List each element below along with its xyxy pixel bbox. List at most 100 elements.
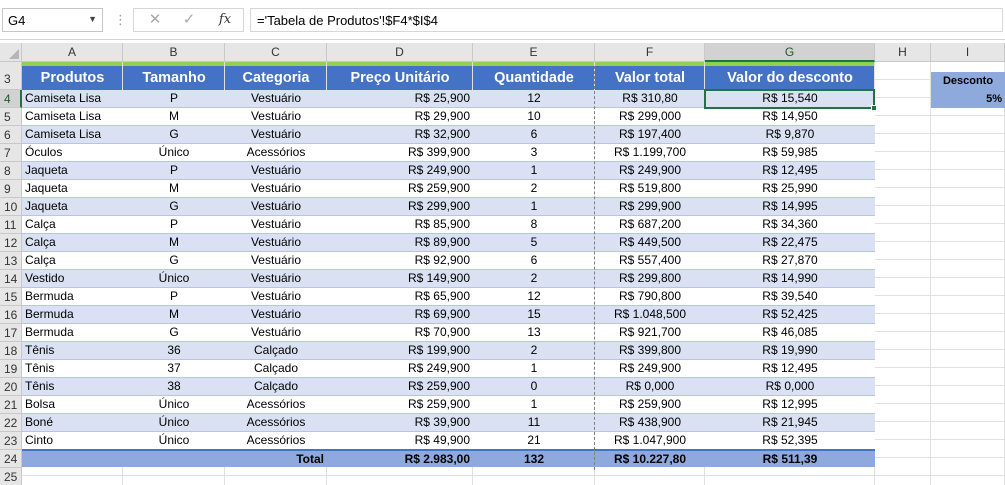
table-cell[interactable]: R$ 299,800 bbox=[618, 271, 682, 285]
table-cell[interactable]: G bbox=[169, 127, 179, 141]
table-cell[interactable]: Bermuda bbox=[25, 289, 74, 303]
table-cell[interactable]: R$ 59,985 bbox=[762, 145, 818, 159]
table-cell[interactable]: M bbox=[169, 181, 179, 195]
column-header-g[interactable]: G bbox=[705, 43, 875, 62]
table-cell[interactable]: R$ 29,900 bbox=[414, 109, 470, 123]
table-cell[interactable]: R$ 65,900 bbox=[414, 289, 470, 303]
table-cell[interactable]: R$ 1.199,700 bbox=[613, 145, 687, 159]
table-cell[interactable]: R$ 22,475 bbox=[762, 235, 818, 249]
table-cell[interactable]: 10 bbox=[527, 109, 541, 123]
table-cell[interactable]: Calça bbox=[25, 253, 56, 267]
table-cell[interactable]: Único bbox=[158, 397, 190, 411]
total-valor-total[interactable]: R$ 10.227,80 bbox=[613, 452, 687, 466]
table-cell[interactable]: R$ 519,800 bbox=[618, 181, 682, 195]
table-cell[interactable]: Vestuário bbox=[250, 253, 302, 267]
table-cell[interactable]: 6 bbox=[530, 127, 538, 141]
table-cell[interactable]: Acessórios bbox=[246, 433, 306, 447]
formula-input[interactable]: ='Tabela de Produtos'!$F4*$I$4 bbox=[250, 8, 1003, 32]
table-cell[interactable]: 8 bbox=[530, 217, 538, 231]
table-cell[interactable]: 1 bbox=[530, 361, 538, 375]
row-header-22[interactable]: 22 bbox=[0, 414, 22, 432]
worksheet[interactable]: Produtos Tamanho Categoria Preço Unitário Qu… bbox=[22, 62, 1005, 485]
column-header-e[interactable]: E bbox=[473, 43, 595, 62]
table-cell[interactable]: R$ 399,900 bbox=[407, 145, 470, 159]
table-cell[interactable]: P bbox=[169, 163, 178, 177]
table-cell[interactable]: Vestuário bbox=[250, 127, 302, 141]
table-cell[interactable]: R$ 46,085 bbox=[762, 325, 818, 339]
table-cell[interactable]: R$ 12,995 bbox=[762, 397, 818, 411]
total-preco[interactable]: R$ 2.983,00 bbox=[404, 452, 470, 466]
row-header-12[interactable]: 12 bbox=[0, 234, 22, 252]
table-cell[interactable]: Calçado bbox=[253, 361, 299, 375]
column-header-c[interactable]: C bbox=[225, 43, 327, 62]
table-cell[interactable]: R$ 249,900 bbox=[618, 361, 682, 375]
table-cell[interactable]: Boné bbox=[25, 415, 54, 429]
row-header-23[interactable]: 23 bbox=[0, 432, 22, 450]
table-cell[interactable]: 15 bbox=[527, 307, 541, 321]
table-cell[interactable]: R$ 199,900 bbox=[407, 343, 470, 357]
table-cell[interactable]: Vestuário bbox=[250, 271, 302, 285]
table-cell[interactable]: Calça bbox=[25, 235, 56, 249]
table-cell[interactable]: 2 bbox=[530, 271, 538, 285]
chevron-down-icon[interactable]: ▼ bbox=[88, 14, 97, 24]
table-cell[interactable]: R$ 25,900 bbox=[414, 91, 470, 105]
table-cell[interactable]: R$ 14,990 bbox=[762, 271, 818, 285]
table-cell[interactable]: R$ 790,800 bbox=[618, 289, 682, 303]
table-cell[interactable]: 2 bbox=[530, 181, 538, 195]
table-cell[interactable]: R$ 25,990 bbox=[762, 181, 818, 195]
table-cell[interactable]: R$ 557,400 bbox=[618, 253, 682, 267]
table-cell[interactable]: R$ 89,900 bbox=[414, 235, 470, 249]
table-cell[interactable]: Único bbox=[158, 433, 190, 447]
table-cell[interactable]: Calça bbox=[25, 217, 56, 231]
select-all-corner[interactable] bbox=[0, 43, 22, 62]
row-header-17[interactable]: 17 bbox=[0, 324, 22, 342]
column-header-h[interactable]: H bbox=[875, 43, 931, 62]
table-cell[interactable]: R$ 1.047,900 bbox=[613, 433, 687, 447]
table-cell[interactable]: R$ 92,900 bbox=[414, 253, 470, 267]
row-header-8[interactable]: 8 bbox=[0, 162, 22, 180]
table-cell[interactable]: P bbox=[169, 217, 178, 231]
table-cell[interactable]: 2 bbox=[530, 343, 538, 357]
row-header-19[interactable]: 19 bbox=[0, 360, 22, 378]
total-label[interactable]: Total bbox=[296, 452, 324, 466]
table-cell[interactable]: R$ 14,950 bbox=[762, 109, 818, 123]
table-cell[interactable]: R$ 39,900 bbox=[414, 415, 470, 429]
table-cell[interactable]: P bbox=[169, 91, 178, 105]
table-cell[interactable]: R$ 259,900 bbox=[618, 397, 682, 411]
table-cell[interactable]: 21 bbox=[527, 433, 541, 447]
table-cell[interactable]: Óculos bbox=[25, 145, 63, 159]
table-cell[interactable]: R$ 0,000 bbox=[625, 379, 675, 393]
cancel-icon[interactable]: ✕ bbox=[148, 11, 162, 28]
row-header-20[interactable]: 20 bbox=[0, 378, 22, 396]
column-header-i[interactable]: I bbox=[931, 43, 1005, 62]
table-cell[interactable]: Bolsa bbox=[25, 397, 56, 411]
row-header-25[interactable]: 25 bbox=[0, 468, 22, 485]
table-cell[interactable]: Vestuário bbox=[250, 217, 302, 231]
table-cell[interactable]: R$ 299,000 bbox=[618, 109, 682, 123]
table-cell[interactable]: Tênis bbox=[25, 343, 55, 357]
row-header-5[interactable]: 5 bbox=[0, 108, 22, 126]
table-cell[interactable]: 13 bbox=[527, 325, 541, 339]
table-cell[interactable]: R$ 449,500 bbox=[618, 235, 682, 249]
table-cell[interactable]: G bbox=[169, 199, 179, 213]
table-cell[interactable]: R$ 149,900 bbox=[407, 271, 470, 285]
table-cell[interactable]: R$ 32,900 bbox=[414, 127, 470, 141]
table-cell[interactable]: R$ 14,995 bbox=[762, 199, 818, 213]
table-cell[interactable]: Bermuda bbox=[25, 307, 74, 321]
table-cell[interactable]: R$ 49,900 bbox=[414, 433, 470, 447]
table-cell[interactable]: R$ 69,900 bbox=[414, 307, 470, 321]
table-cell[interactable]: Jaqueta bbox=[25, 163, 68, 177]
table-cell[interactable]: Acessórios bbox=[246, 415, 306, 429]
row-header-13[interactable]: 13 bbox=[0, 252, 22, 270]
table-cell[interactable]: Calçado bbox=[253, 343, 299, 357]
row-header-16[interactable]: 16 bbox=[0, 306, 22, 324]
table-cell[interactable]: R$ 197,400 bbox=[618, 127, 682, 141]
table-cell[interactable]: R$ 12,495 bbox=[762, 361, 818, 375]
table-cell[interactable]: Camiseta Lisa bbox=[25, 91, 102, 105]
table-cell[interactable]: Único bbox=[158, 271, 190, 285]
table-cell[interactable]: Tênis bbox=[25, 379, 55, 393]
table-cell[interactable]: P bbox=[169, 289, 178, 303]
table-cell[interactable]: 12 bbox=[527, 91, 541, 105]
table-cell[interactable]: G bbox=[169, 325, 179, 339]
table-cell[interactable]: 6 bbox=[530, 253, 538, 267]
